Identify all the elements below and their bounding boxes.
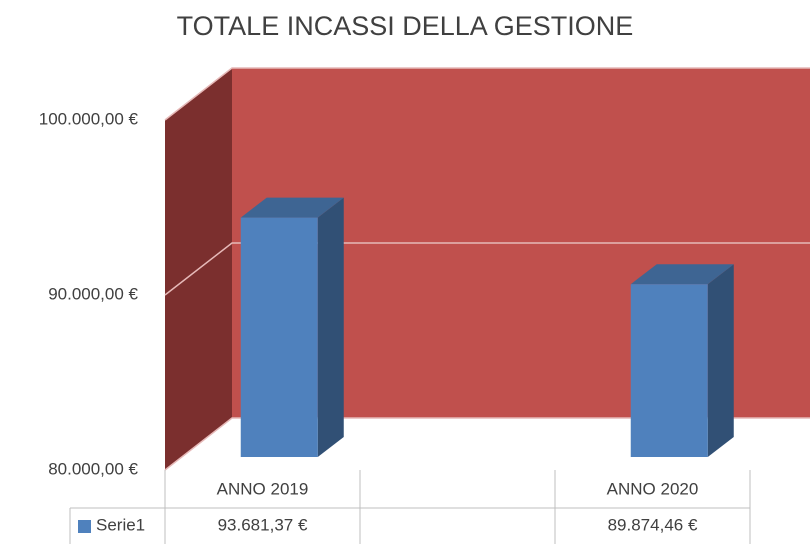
y-tick-label: 90.000,00 €	[48, 284, 138, 303]
legend-label: Serie1	[96, 515, 145, 534]
x-tick-label: ANNO 2020	[607, 479, 699, 498]
bar	[240, 217, 318, 457]
x-tick-label: ANNO 2019	[217, 479, 309, 498]
chart-title: TOTALE INCASSI DELLA GESTIONE	[177, 11, 634, 41]
bar	[630, 284, 708, 457]
grid-line	[164, 242, 810, 296]
y-tick-label: 80.000,00 €	[48, 459, 138, 478]
grid-line	[164, 417, 810, 471]
bar-top	[240, 197, 344, 218]
y-tick-label: 100.000,00 €	[39, 109, 139, 128]
bar-side	[707, 264, 734, 457]
legend-swatch	[78, 520, 91, 533]
data-label: 93.681,37 €	[218, 515, 308, 534]
bar-top	[630, 264, 734, 285]
bar-side	[317, 197, 344, 457]
grid-line	[164, 67, 810, 121]
data-label: 89.874,46 €	[608, 515, 698, 534]
